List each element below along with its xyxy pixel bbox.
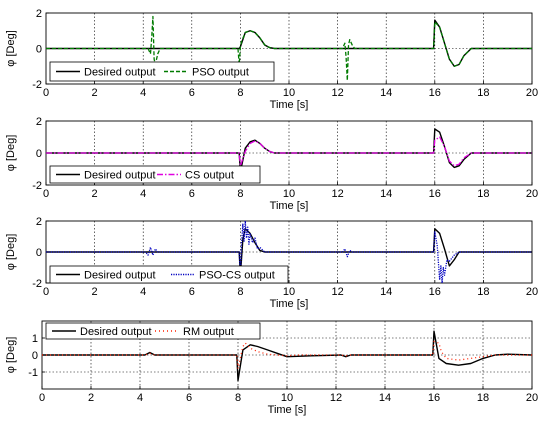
legend-entry: PSO-CS output <box>199 270 275 282</box>
x-tick-label: 12 <box>331 87 343 99</box>
x-tick-label: 18 <box>477 87 489 99</box>
x-tick-label: 2 <box>92 188 98 200</box>
legend-box <box>45 322 261 340</box>
x-tick-label: 18 <box>477 392 489 404</box>
x-axis-label: Time [s] <box>270 99 309 111</box>
series-line-model <box>46 15 532 82</box>
legend-box <box>49 265 289 284</box>
legend: Desired output RM output <box>45 322 261 340</box>
y-tick-label: 0 <box>36 148 42 160</box>
legend-box <box>49 61 275 82</box>
x-tick-label: 12 <box>331 188 343 200</box>
x-tick-label: 0 <box>43 188 49 200</box>
x-tick-label: 8 <box>237 87 243 99</box>
legend: Desired output PSO output <box>49 61 275 82</box>
x-tick-label: 4 <box>137 392 143 404</box>
x-tick-label: 4 <box>140 188 146 200</box>
y-tick-label: 2 <box>36 216 42 228</box>
x-tick-label: 16 <box>429 87 441 99</box>
legend-box <box>49 165 261 184</box>
x-tick-label: 2 <box>88 392 94 404</box>
legend: Desired output PSO-CS output <box>49 265 289 284</box>
x-tick-label: 8 <box>237 286 243 298</box>
series-line-model <box>46 136 532 167</box>
x-tick-label: 16 <box>428 392 440 404</box>
x-tick-label: 12 <box>331 286 343 298</box>
y-tick-label: 0 <box>36 247 42 259</box>
x-axis-label: Time [s] <box>270 200 309 212</box>
y-axis-label: φ [Deg] <box>5 337 17 373</box>
x-tick-label: 6 <box>186 392 192 404</box>
x-tick-label: 4 <box>140 286 146 298</box>
x-tick-label: 12 <box>330 392 342 404</box>
y-tick-label: 0 <box>36 44 42 56</box>
panel-rm: 0 2 4 6 8 10 12 14 16 18 20 -1 0 1 Time [s] φ [Deg] Desi… <box>5 320 538 416</box>
x-tick-label: 18 <box>477 286 489 298</box>
legend-entry: Desired output <box>84 170 156 182</box>
x-tick-label: 14 <box>380 188 392 200</box>
x-tick-label: 4 <box>140 87 146 99</box>
x-tick-label: 2 <box>92 87 98 99</box>
y-tick-label: 0 <box>32 350 38 362</box>
y-axis-label: φ [Deg] <box>5 135 17 171</box>
legend-entry: Desired output <box>84 270 156 282</box>
x-tick-label: 6 <box>189 87 195 99</box>
series-group <box>46 15 532 82</box>
x-tick-label: 10 <box>281 392 293 404</box>
y-tick-label: -2 <box>32 278 42 290</box>
x-tick-label: 6 <box>189 286 195 298</box>
series-line-desired <box>46 228 532 276</box>
x-tick-label: 10 <box>283 87 295 99</box>
x-tick-label: 10 <box>283 188 295 200</box>
x-tick-label: 2 <box>92 286 98 298</box>
series-group <box>46 128 532 173</box>
x-tick-label: 0 <box>43 286 49 298</box>
x-axis-label: Time [s] <box>270 298 309 310</box>
x-tick-label: 0 <box>43 87 49 99</box>
x-tick-label: 8 <box>235 392 241 404</box>
x-tick-label: 6 <box>189 188 195 200</box>
y-tick-label: 1 <box>32 333 38 345</box>
x-tick-label: 10 <box>283 286 295 298</box>
legend-entry: PSO output <box>192 67 249 79</box>
x-tick-label: 20 <box>526 188 538 200</box>
x-tick-label: 14 <box>380 286 392 298</box>
x-tick-label: 14 <box>380 87 392 99</box>
legend: Desired output CS output <box>49 165 261 184</box>
series-group <box>46 221 532 283</box>
x-tick-label: 18 <box>477 188 489 200</box>
x-tick-label: 8 <box>237 188 243 200</box>
y-tick-label: -2 <box>32 180 42 192</box>
x-tick-label: 20 <box>526 286 538 298</box>
legend-entry: RM output <box>183 326 234 338</box>
x-tick-label: 14 <box>379 392 391 404</box>
x-tick-label: 16 <box>429 188 441 200</box>
legend-entry: Desired output <box>84 67 156 79</box>
series-group <box>42 330 532 382</box>
x-tick-label: 16 <box>429 286 441 298</box>
y-tick-label: -1 <box>28 367 38 379</box>
y-axis-label: φ [Deg] <box>5 30 17 66</box>
x-tick-label: 20 <box>526 87 538 99</box>
x-tick-label: 0 <box>39 392 45 404</box>
y-axis-label: φ [Deg] <box>5 234 17 270</box>
legend-entry: CS output <box>185 170 234 182</box>
x-axis-label: Time [s] <box>268 404 307 416</box>
y-tick-label: 2 <box>36 116 42 128</box>
series-line-desired <box>42 330 532 382</box>
legend-entry: Desired output <box>80 326 152 338</box>
x-tick-label: 20 <box>526 392 538 404</box>
y-tick-label: -2 <box>32 79 42 91</box>
y-tick-label: 2 <box>36 8 42 20</box>
